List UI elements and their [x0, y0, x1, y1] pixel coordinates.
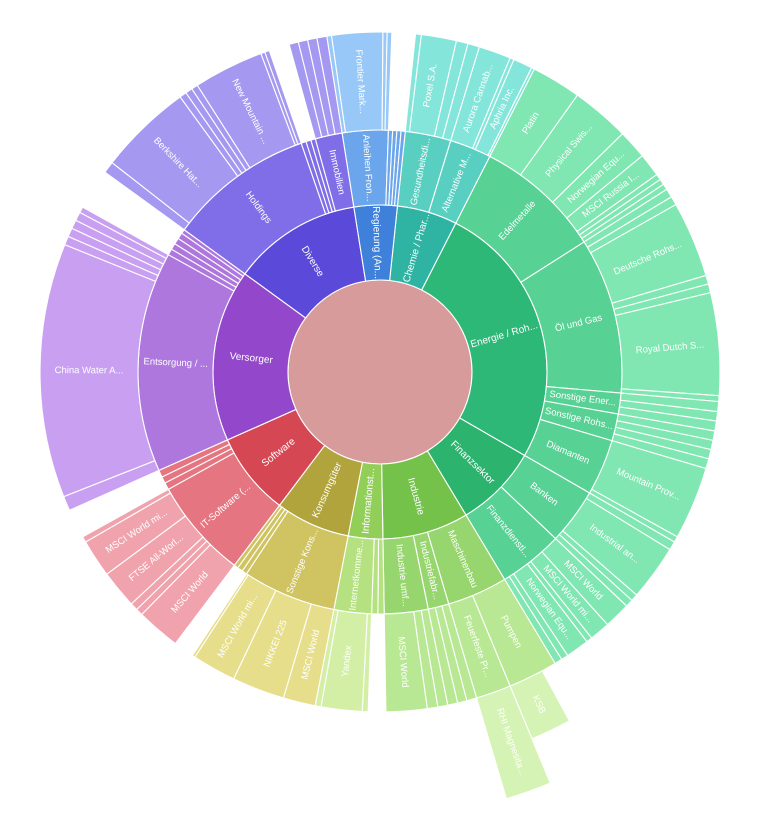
segment-unlabeled-sliver[interactable]	[393, 130, 406, 207]
segment-china-water-a[interactable]	[39, 243, 157, 498]
center-hub[interactable]	[287, 279, 473, 465]
sunburst-segments	[39, 31, 721, 800]
